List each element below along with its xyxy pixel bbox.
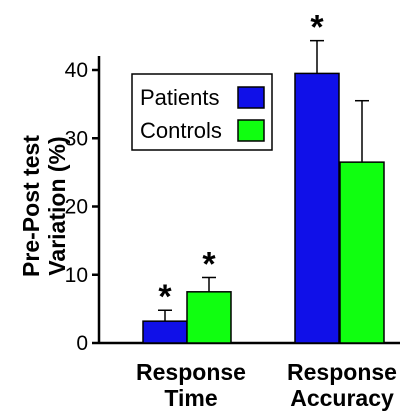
x-category-label-line: Response (287, 359, 397, 385)
bar-controls-1 (339, 161, 385, 344)
significance-star: * (310, 9, 324, 47)
x-category-label: Response Time (136, 359, 246, 411)
error-bars (158, 39, 369, 322)
bar-controls-0 (186, 291, 232, 344)
x-category-label-line: Time (164, 385, 217, 411)
y-axis-title-line: Pre-Post test (18, 135, 44, 277)
legend-swatch-patients (237, 86, 265, 109)
x-category-label: Response Accuracy (287, 359, 397, 411)
y-tick-label: 40 (65, 59, 88, 82)
y-tick-label: 0 (76, 332, 88, 355)
legend-label-patients: Patients (140, 85, 220, 110)
legend-swatch-controls (237, 119, 265, 142)
legend[interactable]: Patients Controls (131, 73, 273, 151)
y-tick-label: 20 (65, 196, 88, 219)
significance-star: * (202, 245, 216, 283)
x-category-label-line: Accuracy (290, 385, 394, 411)
bar-patients-1 (294, 72, 340, 344)
significance-star: * (158, 278, 172, 316)
legend-label-controls: Controls (140, 118, 222, 143)
y-tick-label: 10 (65, 264, 88, 287)
significance-markers: * * * (158, 9, 324, 317)
x-category-label-line: Response (136, 359, 246, 385)
y-axis-ticks: 0 10 20 30 40 (65, 59, 99, 355)
y-tick-label: 30 (65, 127, 88, 150)
bar-patients-0 (142, 320, 188, 344)
y-axis-title-text: Pre-Post testVariation (%) (18, 135, 70, 277)
y-axis-title: Pre-Post testVariation (%) (18, 135, 70, 277)
y-axis-title-line: Variation (%) (44, 136, 70, 275)
